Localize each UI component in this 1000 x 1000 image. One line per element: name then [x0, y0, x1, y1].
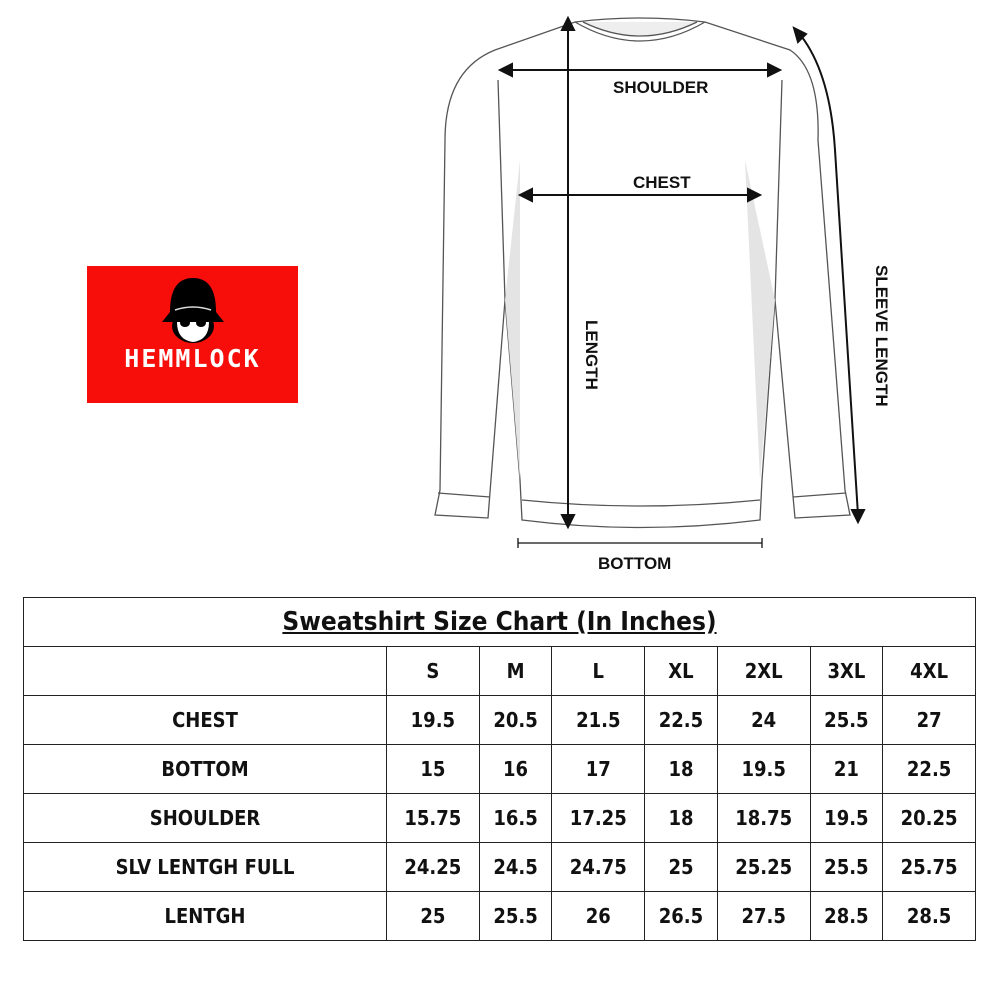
measurement-cell: 25 — [386, 891, 480, 941]
measurement-cell: 25.5 — [809, 842, 884, 892]
measurement-cell: 20.5 — [478, 695, 553, 745]
row-label: CHEST — [23, 695, 387, 745]
size-header: M — [478, 646, 553, 696]
measurement-cell: 24.25 — [386, 842, 480, 892]
measurement-cell: 25.5 — [809, 695, 884, 745]
measurement-cell: 25 — [644, 842, 718, 892]
bucket-hat-face-icon — [162, 278, 224, 343]
row-label: BOTTOM — [23, 744, 387, 794]
measurement-cell: 26.5 — [644, 891, 718, 941]
measurement-cell: 28.5 — [809, 891, 884, 941]
measurement-cell: 15 — [386, 744, 480, 794]
measurement-cell: 26 — [551, 891, 646, 941]
measurement-cell: 25.25 — [716, 842, 811, 892]
bottom-label: BOTTOM — [598, 554, 672, 573]
measurement-cell: 24.5 — [478, 842, 553, 892]
measurement-cell: 24.75 — [551, 842, 646, 892]
measurement-cell: 22.5 — [644, 695, 718, 745]
measurement-cell: 27.5 — [716, 891, 811, 941]
measurement-cell: 25.5 — [478, 891, 553, 941]
sleeve-length-label: SLEEVE LENGTH — [872, 265, 891, 407]
size-header-row: S M L XL 2XL 3XL 4XL — [23, 646, 976, 696]
table-row: SLV LENTGH FULL 24.25 24.5 24.75 25 25.25 25.5… — [23, 842, 976, 892]
row-label: SLV LENTGH FULL — [23, 842, 387, 892]
measurement-cell: 19.5 — [716, 744, 811, 794]
brand-name: HEMMLOCK — [124, 344, 261, 373]
table-row: SHOULDER 15.75 16.5 17.25 18 18.75 19.5 20.25 — [23, 793, 976, 843]
table-row: BOTTOM 15 16 17 18 19.5 21 22.5 — [23, 744, 976, 794]
chest-label: CHEST — [633, 173, 691, 192]
measurement-cell: 22.5 — [882, 744, 976, 794]
measurement-cell: 27 — [882, 695, 976, 745]
sweatshirt-illustration — [434, 15, 866, 548]
size-header: 3XL — [809, 646, 884, 696]
shoulder-label: SHOULDER — [613, 78, 709, 97]
row-label: SHOULDER — [23, 793, 387, 843]
size-header: S — [386, 646, 480, 696]
measurement-cell: 17 — [551, 744, 646, 794]
size-header: XL — [644, 646, 718, 696]
size-header: 4XL — [882, 646, 976, 696]
length-label: LENGTH — [582, 320, 601, 390]
measurement-cell: 15.75 — [386, 793, 480, 843]
table-row: CHEST 19.5 20.5 21.5 22.5 24 25.5 27 — [23, 695, 976, 745]
header-empty-cell — [23, 646, 387, 696]
measurement-cell: 25.75 — [882, 842, 976, 892]
row-label: LENTGH — [23, 891, 387, 941]
size-chart-table: Sweatshirt Size Chart (In Inches) S M L … — [23, 597, 976, 941]
size-header: 2XL — [716, 646, 811, 696]
measurement-cell: 21 — [809, 744, 884, 794]
measurement-cell: 18 — [644, 793, 718, 843]
measurement-cell: 24 — [716, 695, 811, 745]
measurement-cell: 16.5 — [478, 793, 553, 843]
measurement-cell: 18 — [644, 744, 718, 794]
measurement-cell: 28.5 — [882, 891, 976, 941]
measurement-cell: 19.5 — [809, 793, 884, 843]
measurement-cell: 17.25 — [551, 793, 646, 843]
measurement-cell: 16 — [478, 744, 553, 794]
table-row: LENTGH 25 25.5 26 26.5 27.5 28.5 28.5 — [23, 891, 976, 941]
measurement-cell: 19.5 — [386, 695, 480, 745]
brand-logo: HEMMLOCK — [87, 266, 298, 403]
sleeve-arrow — [797, 31, 859, 516]
measurement-cell: 18.75 — [716, 793, 811, 843]
size-header: L — [551, 646, 646, 696]
size-chart-title: Sweatshirt Size Chart (In Inches) — [23, 597, 976, 647]
measurement-cell: 21.5 — [551, 695, 646, 745]
measurement-cell: 20.25 — [882, 793, 976, 843]
